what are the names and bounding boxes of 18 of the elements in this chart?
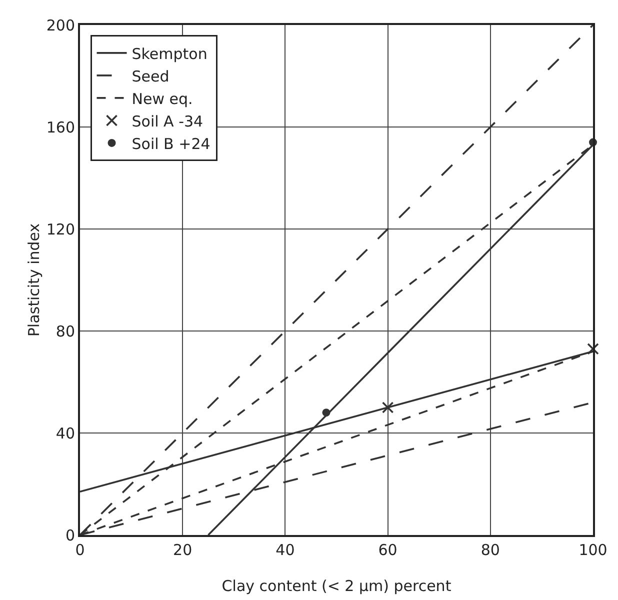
y-tick-label: 120 xyxy=(46,220,75,238)
y-tick-label: 40 xyxy=(56,424,75,442)
legend-label: Soil A -34 xyxy=(132,112,204,130)
x-tick-label: 20 xyxy=(173,541,192,559)
x-axis-title: Clay content (< 2 µm) percent xyxy=(222,577,452,595)
legend-label: New eq. xyxy=(132,90,193,108)
legend-label: Seed xyxy=(132,67,170,86)
y-tick-label: 80 xyxy=(56,322,75,340)
x-tick-label: 80 xyxy=(480,541,500,559)
y-tick-label: 200 xyxy=(46,16,75,34)
legend-label: Skempton xyxy=(132,44,208,63)
x-tick-label: 100 xyxy=(578,541,608,559)
legend-label: Soil B +24 xyxy=(132,134,210,153)
x-tick-label: 40 xyxy=(276,541,295,559)
y-tick-label: 0 xyxy=(65,526,75,544)
y-axis-title: Plasticity index xyxy=(25,223,43,337)
y-tick-label: 160 xyxy=(46,118,75,136)
x-tick-label: 60 xyxy=(378,541,398,559)
